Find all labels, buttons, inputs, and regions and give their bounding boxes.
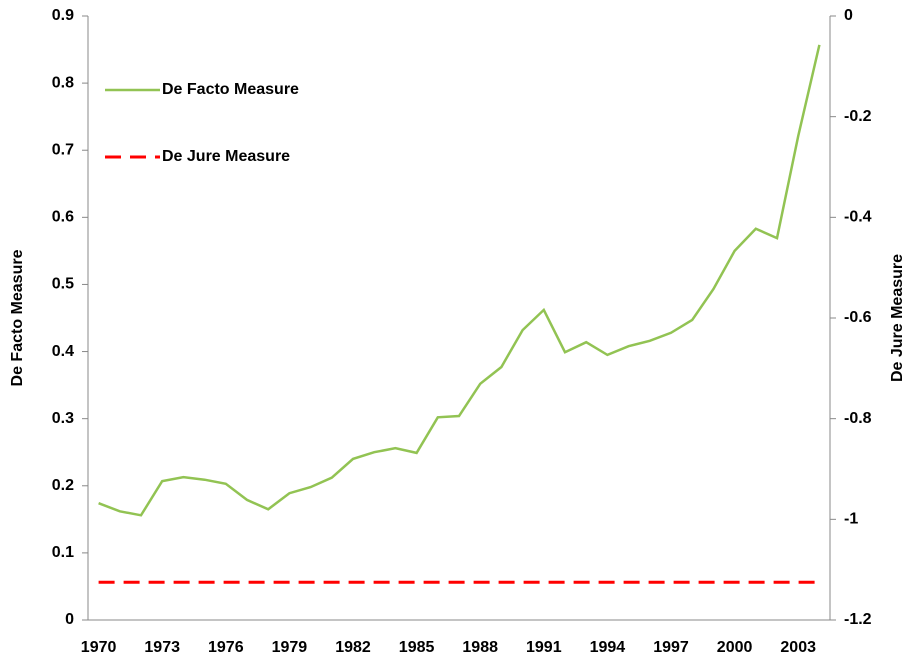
x-tick-label: 1976 <box>208 639 244 656</box>
y2-tick-label: -0.4 <box>844 209 872 226</box>
y-tick-label: 0.8 <box>52 74 74 91</box>
y2-tick-label: -0.8 <box>844 410 872 427</box>
x-tick-label: 1988 <box>462 639 498 656</box>
x-tick-label: 2000 <box>717 639 753 656</box>
x-tick-label: 1985 <box>399 639 435 656</box>
x-tick-label: 1991 <box>526 639 562 656</box>
series-line <box>98 44 821 517</box>
y2-tick-label: -0.6 <box>844 309 872 326</box>
x-tick-label: 2003 <box>780 639 816 656</box>
x-tick-label: 1973 <box>144 639 180 656</box>
y-tick-label: 0.4 <box>52 343 74 360</box>
x-tick-label: 1970 <box>81 639 117 656</box>
y-tick-label: 0.9 <box>52 7 74 24</box>
y2-tick-label: -1 <box>844 511 858 528</box>
legend-label: De Facto Measure <box>162 81 299 98</box>
y-tick-label: 0.3 <box>52 410 74 427</box>
y-tick-label: 0.6 <box>52 209 74 226</box>
y2-axis-title: De Jure Measure <box>889 254 906 382</box>
y-tick-label: 0.5 <box>52 276 74 293</box>
y-tick-label: 0.7 <box>52 141 74 158</box>
x-tick-label: 1994 <box>590 639 626 656</box>
y2-tick-label: 0 <box>844 7 853 24</box>
x-tick-label: 1982 <box>335 639 371 656</box>
legend-label: De Jure Measure <box>162 148 290 165</box>
x-tick-label: 1979 <box>272 639 308 656</box>
y-tick-label: 0 <box>65 611 74 628</box>
y2-tick-label: -0.2 <box>844 108 872 125</box>
y-tick-label: 0.2 <box>52 477 74 494</box>
y-axis-title: De Facto Measure <box>9 249 26 386</box>
x-tick-label: 1997 <box>653 639 689 656</box>
y-tick-label: 0.1 <box>52 544 74 561</box>
y2-tick-label: -1.2 <box>844 611 872 628</box>
